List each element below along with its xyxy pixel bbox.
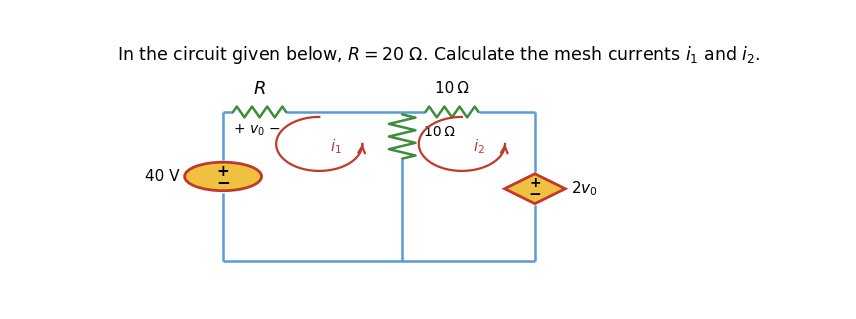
Polygon shape bbox=[504, 174, 565, 204]
Text: + $\mathit{v}_0$ −: + $\mathit{v}_0$ − bbox=[233, 123, 280, 138]
Text: 2$\mathit{v}_0$: 2$\mathit{v}_0$ bbox=[572, 179, 598, 198]
Circle shape bbox=[185, 162, 262, 191]
Text: +: + bbox=[529, 176, 541, 190]
Text: $i_2$: $i_2$ bbox=[473, 137, 484, 156]
Text: $R$: $R$ bbox=[253, 80, 266, 98]
Text: 10 Ω: 10 Ω bbox=[435, 81, 469, 96]
Text: 10 Ω: 10 Ω bbox=[424, 125, 455, 139]
Text: 40 V: 40 V bbox=[146, 169, 180, 184]
Text: +: + bbox=[217, 164, 229, 179]
Text: −: − bbox=[528, 187, 541, 202]
Text: −: − bbox=[217, 173, 230, 191]
Text: $i_1$: $i_1$ bbox=[330, 137, 342, 156]
Text: In the circuit given below, $R$ = 20 Ω. Calculate the mesh currents $\mathit{i}_: In the circuit given below, $R$ = 20 Ω. … bbox=[117, 44, 760, 66]
